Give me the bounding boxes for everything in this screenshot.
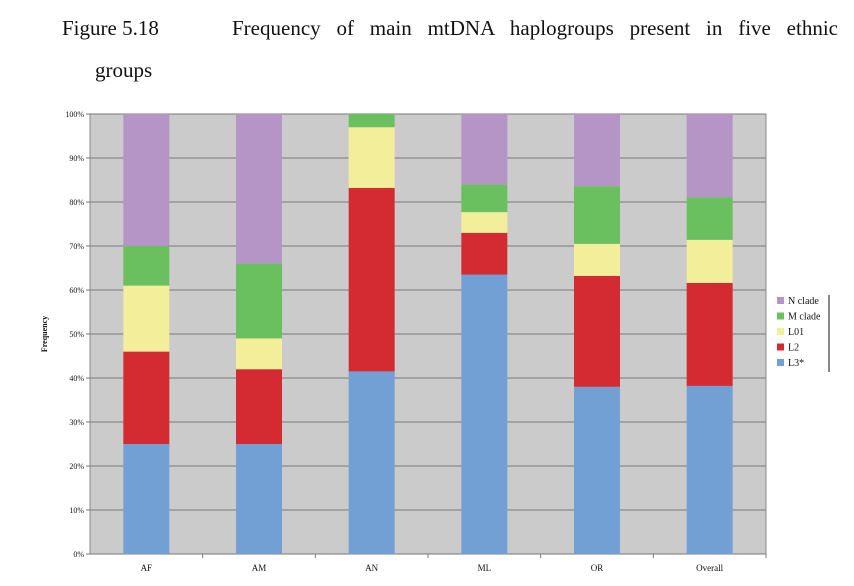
y-tick-label: 80%	[69, 198, 84, 207]
y-tick-label: 40%	[69, 374, 84, 383]
bar-segment-l01-am	[236, 338, 282, 370]
bar-segment-l2-or	[574, 275, 620, 387]
bar-segment-m-clade-an	[348, 114, 395, 128]
bar-segment-n-clade-af	[123, 114, 170, 246]
bar-segment-m-clade-overall	[686, 197, 733, 240]
y-tick-label: 100%	[65, 110, 84, 119]
bar-segment-m-clade-ml	[461, 184, 508, 213]
y-tick-label: 50%	[69, 330, 84, 339]
x-tick-label: AF	[141, 563, 153, 573]
bar-segment-n-clade-am	[236, 114, 282, 264]
y-tick-label: 20%	[69, 462, 84, 471]
legend-swatch	[777, 312, 784, 320]
bar-segment-l3--overall	[686, 385, 733, 554]
bar-segment-l01-or	[574, 243, 620, 276]
legend-label: N clade	[788, 296, 819, 307]
bar-segment-l2-overall	[686, 282, 733, 386]
bar-segment-l01-af	[123, 285, 170, 352]
legend-label: L2	[788, 343, 799, 354]
bar-segment-m-clade-af	[123, 246, 170, 286]
legend-label: L3*	[788, 358, 804, 369]
bar-segment-n-clade-overall	[686, 114, 733, 198]
bar-segment-n-clade-or	[574, 114, 620, 187]
x-tick-label: Overall	[696, 563, 723, 573]
bar-segment-m-clade-am	[236, 263, 282, 339]
x-tick-label: OR	[591, 563, 604, 573]
y-tick-label: 60%	[69, 286, 84, 295]
x-tick-label: AM	[252, 563, 267, 573]
bar-segment-m-clade-or	[574, 186, 620, 244]
bar-segment-l2-ml	[461, 232, 508, 275]
legend-label: L01	[788, 327, 804, 338]
bar-segment-l01-ml	[461, 212, 508, 233]
y-tick-label: 10%	[69, 506, 84, 515]
figure-number: Figure 5.18	[62, 16, 159, 40]
bar-segment-l2-am	[236, 369, 282, 444]
legend-swatch	[777, 343, 784, 351]
bar-segment-l2-af	[123, 351, 170, 444]
y-tick-label: 30%	[69, 418, 84, 427]
bar-segment-l01-overall	[686, 239, 733, 283]
bar-segment-n-clade-ml	[461, 114, 508, 185]
figure-title-line2: groups	[95, 58, 153, 82]
figure-title-line1: Frequency of main mtDNA haplogroups pres…	[232, 16, 838, 40]
y-tick-label: 0%	[73, 550, 84, 559]
bar-segment-l3--af	[123, 444, 170, 554]
bar-segment-l3--an	[348, 371, 395, 554]
legend-swatch	[777, 297, 784, 304]
legend-swatch	[777, 328, 784, 335]
legend-swatch	[777, 359, 784, 366]
y-tick-label: 90%	[69, 154, 84, 163]
bar-segment-l3--or	[574, 386, 620, 554]
bar-segment-l3--am	[236, 444, 282, 554]
legend-label: M clade	[788, 312, 821, 323]
bar-segment-l3--ml	[461, 274, 508, 554]
x-tick-label: AN	[365, 563, 378, 573]
bar-segment-l01-an	[348, 127, 395, 188]
y-axis-label: Frequency	[40, 316, 49, 352]
y-tick-label: 70%	[69, 242, 84, 251]
x-tick-label: ML	[478, 563, 492, 573]
bar-segment-l2-an	[348, 187, 395, 372]
